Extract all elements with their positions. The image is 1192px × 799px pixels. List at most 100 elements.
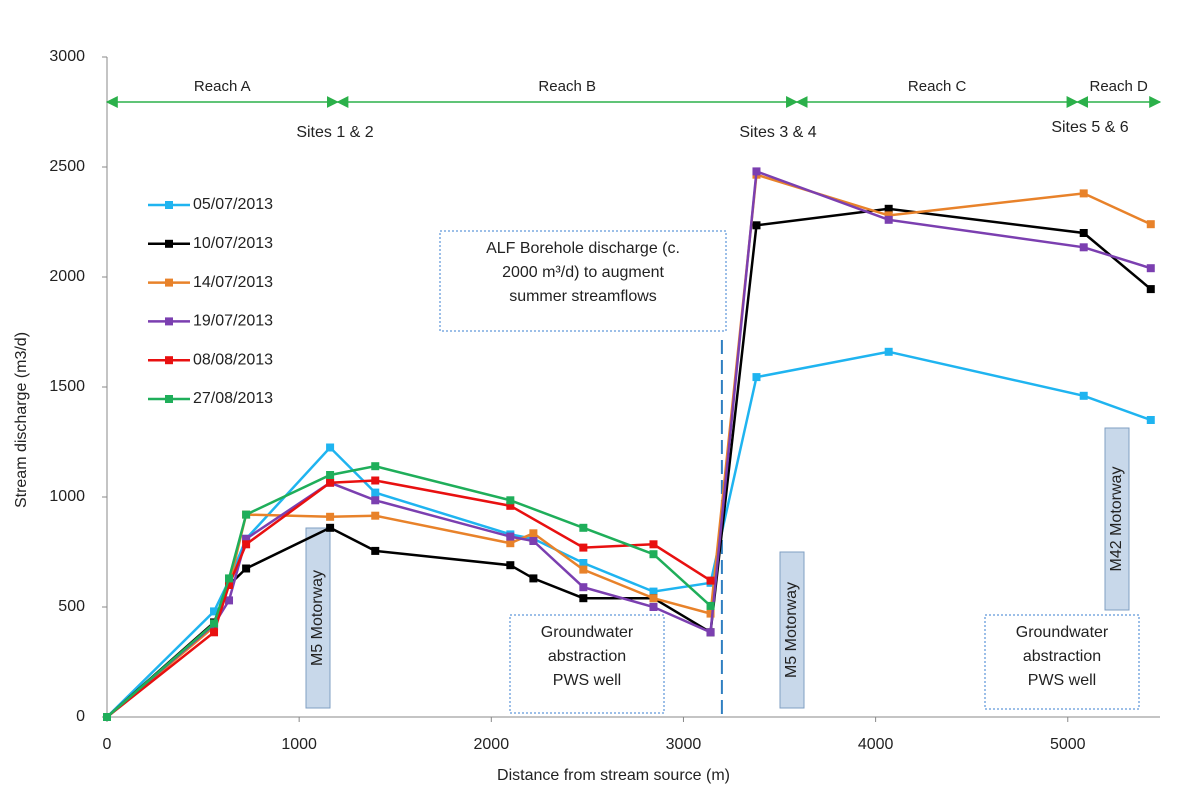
site-label: Sites 1 & 2 — [296, 124, 373, 141]
data-point — [579, 594, 588, 603]
legend-marker — [165, 356, 173, 365]
data-point — [371, 546, 380, 555]
data-point — [371, 476, 380, 485]
legend-label: 27/08/2013 — [193, 390, 273, 407]
data-point — [210, 607, 219, 616]
y-tick-label: 500 — [58, 598, 85, 615]
site-label: Sites 3 & 4 — [739, 124, 816, 141]
series-line — [106, 479, 712, 718]
data-point — [529, 537, 538, 545]
legend-label: 10/07/2013 — [193, 235, 273, 252]
reach-label: Reach D — [1090, 78, 1149, 95]
data-point — [326, 523, 335, 532]
data-point — [649, 603, 658, 611]
note-text: abstraction — [548, 648, 626, 665]
data-point — [649, 594, 658, 603]
legend-label: 05/07/2013 — [193, 196, 273, 213]
data-point — [1146, 220, 1155, 229]
data-point — [225, 596, 234, 605]
data-point — [506, 501, 515, 510]
note-text: ALF Borehole discharge (c. — [486, 240, 680, 257]
x-tick-label: 3000 — [666, 736, 702, 753]
note-text: 2000 m³/d) to augment — [502, 264, 664, 281]
data-point — [884, 215, 893, 224]
data-point — [752, 167, 761, 176]
y-tick-label: 1000 — [49, 488, 85, 505]
data-point — [242, 564, 251, 573]
x-tick-label: 5000 — [1050, 736, 1086, 753]
data-point — [225, 581, 234, 589]
data-point — [752, 221, 761, 230]
note-text: abstraction — [1023, 648, 1101, 665]
data-point — [1146, 285, 1155, 294]
note-box — [439, 230, 727, 332]
reach-label: Reach C — [908, 78, 967, 95]
data-point — [242, 534, 251, 543]
legend-label: 19/07/2013 — [193, 313, 273, 330]
data-point — [649, 540, 658, 549]
data-point — [706, 576, 715, 585]
motorway-box — [1104, 427, 1130, 611]
data-point — [529, 574, 538, 583]
data-point — [1079, 229, 1088, 237]
data-point — [371, 496, 380, 505]
data-point — [506, 561, 515, 570]
x-tick-label: 4000 — [858, 736, 894, 753]
y-axis-label: Stream discharge (m3/d) — [13, 332, 30, 508]
data-point — [371, 511, 380, 520]
note-text: Groundwater — [541, 624, 634, 641]
data-point — [579, 583, 588, 592]
data-point — [579, 565, 588, 574]
series-line — [106, 464, 712, 718]
data-point — [103, 713, 111, 721]
data-point — [326, 478, 335, 487]
data-point — [225, 574, 234, 583]
data-point — [706, 609, 715, 618]
note-box — [509, 614, 665, 714]
data-point — [210, 619, 219, 628]
data-point — [706, 628, 715, 637]
legend-label: 14/07/2013 — [193, 274, 273, 291]
y-tick-label: 0 — [76, 708, 85, 725]
data-point — [884, 204, 893, 213]
y-tick-label: 3000 — [49, 48, 85, 65]
x-tick-label: 2000 — [474, 736, 510, 753]
legend-marker — [165, 278, 173, 287]
legend-label: 08/08/2013 — [193, 351, 273, 368]
note-text: PWS well — [1028, 672, 1096, 689]
data-point — [529, 529, 538, 538]
data-point — [579, 559, 588, 567]
data-point — [1079, 189, 1088, 198]
note-text: summer streamflows — [509, 288, 657, 305]
legend-marker — [165, 239, 173, 248]
note-box — [984, 614, 1140, 710]
data-point — [326, 443, 335, 452]
data-point — [706, 601, 715, 610]
x-axis-label: Distance from stream source (m) — [497, 767, 730, 784]
reach-label: Reach A — [194, 78, 251, 95]
motorway-label: M5 Motorway — [783, 582, 800, 678]
data-point — [506, 539, 515, 548]
data-point — [579, 523, 588, 532]
motorway-box — [305, 527, 331, 709]
legend-marker — [165, 395, 173, 403]
note-text: PWS well — [553, 672, 621, 689]
data-point — [242, 510, 251, 519]
data-point — [1079, 243, 1088, 252]
data-point — [371, 488, 380, 497]
data-point — [242, 540, 251, 549]
data-point — [1079, 391, 1088, 400]
data-point — [326, 471, 335, 479]
data-point — [371, 462, 380, 471]
data-point — [884, 347, 893, 356]
data-point — [1146, 264, 1155, 273]
motorway-label: M42 Motorway — [1108, 467, 1125, 572]
site-label: Sites 5 & 6 — [1051, 119, 1128, 136]
x-tick-label: 0 — [103, 736, 112, 753]
reach-label: Reach B — [538, 78, 596, 95]
legend-marker — [165, 317, 173, 326]
note-text: Groundwater — [1016, 624, 1109, 641]
data-point — [326, 512, 335, 521]
y-tick-label: 2500 — [49, 158, 85, 175]
